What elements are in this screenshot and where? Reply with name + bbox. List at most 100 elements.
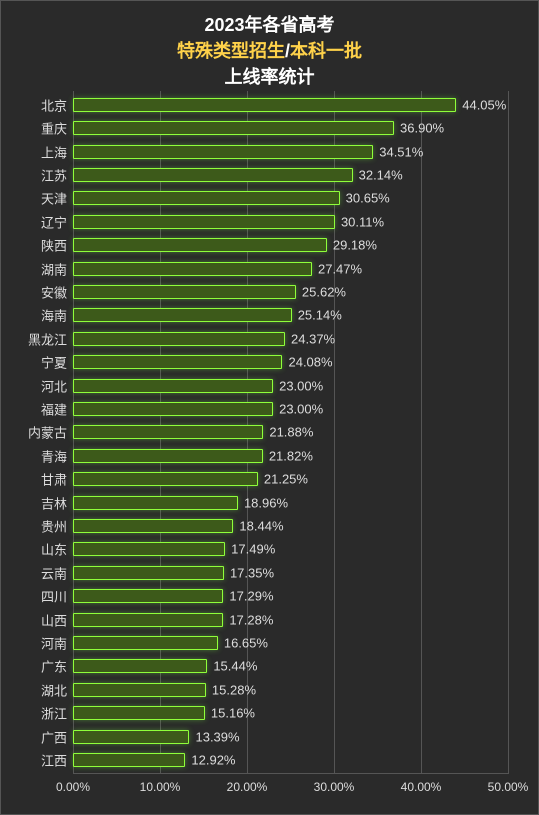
bar-row: 福建23.00% [73, 401, 508, 417]
x-tick-label: 40.00% [401, 780, 442, 794]
bar-value-label: 30.65% [340, 191, 390, 206]
bar-row: 宁夏24.08% [73, 354, 508, 370]
bar-value-label: 18.44% [233, 519, 283, 534]
bar-value-label: 17.35% [224, 565, 274, 580]
bar-value-label: 30.11% [335, 214, 384, 229]
bar-category-label: 上海 [41, 142, 73, 161]
bar [73, 191, 340, 205]
bar [73, 566, 224, 580]
bar-value-label: 12.92% [185, 753, 235, 768]
bar-category-label: 天津 [41, 189, 73, 208]
bar [73, 285, 296, 299]
bar [73, 683, 206, 697]
bar-row: 重庆36.90% [73, 120, 508, 136]
bar-value-label: 17.29% [223, 589, 273, 604]
chart-container: 2023年各省高考 特殊类型招生/本科一批 上线率统计 北京44.05%重庆36… [0, 0, 539, 815]
plot-area: 北京44.05%重庆36.90%上海34.51%江苏32.14%天津30.65%… [73, 91, 508, 774]
x-tick-label: 0.00% [56, 780, 90, 794]
bar [73, 730, 189, 744]
bar [73, 262, 312, 276]
bar-row: 山西17.28% [73, 612, 508, 628]
bar-row: 广西13.39% [73, 729, 508, 745]
bar-category-label: 安徽 [41, 282, 73, 301]
bar-row: 吉林18.96% [73, 495, 508, 511]
bar-row: 上海34.51% [73, 144, 508, 160]
bar-series: 北京44.05%重庆36.90%上海34.51%江苏32.14%天津30.65%… [73, 91, 508, 774]
bar-category-label: 云南 [41, 563, 73, 582]
bar [73, 519, 233, 533]
bar-value-label: 44.05% [456, 97, 506, 112]
bar-value-label: 25.62% [296, 284, 346, 299]
bar [73, 121, 394, 135]
bar-row: 湖北15.28% [73, 682, 508, 698]
bar-value-label: 24.37% [285, 331, 335, 346]
bar [73, 145, 373, 159]
bar-category-label: 河北 [41, 376, 73, 395]
bar-category-label: 黑龙江 [28, 329, 73, 348]
bar-value-label: 21.82% [263, 448, 313, 463]
bar-value-label: 21.88% [263, 425, 313, 440]
title-line-3: 上线率统计 [1, 63, 538, 89]
bar-category-label: 吉林 [41, 493, 73, 512]
bar-category-label: 广西 [41, 727, 73, 746]
bar-row: 辽宁30.11% [73, 214, 508, 230]
bar-value-label: 36.90% [394, 121, 444, 136]
bar-row: 北京44.05% [73, 97, 508, 113]
chart-title: 2023年各省高考 特殊类型招生/本科一批 上线率统计 [1, 1, 538, 89]
gridline [508, 91, 509, 774]
x-axis: 0.00%10.00%20.00%30.00%40.00%50.00% [73, 780, 508, 800]
bar-row: 黑龙江24.37% [73, 331, 508, 347]
bar-value-label: 15.28% [206, 682, 256, 697]
bar [73, 238, 327, 252]
bar-category-label: 北京 [41, 95, 73, 114]
bar-row: 广东15.44% [73, 658, 508, 674]
bar [73, 659, 207, 673]
bar-category-label: 重庆 [41, 119, 73, 138]
bar-value-label: 15.44% [207, 659, 257, 674]
bar-category-label: 河南 [41, 634, 73, 653]
bar [73, 425, 263, 439]
x-tick-label: 10.00% [140, 780, 181, 794]
bar-value-label: 24.08% [282, 355, 332, 370]
bar-value-label: 21.25% [258, 472, 308, 487]
title-line-1: 2023年各省高考 [1, 11, 538, 37]
bar-category-label: 山东 [41, 540, 73, 559]
bar-row: 湖南27.47% [73, 261, 508, 277]
bar-value-label: 16.65% [218, 636, 268, 651]
bar-category-label: 陕西 [41, 236, 73, 255]
bar-value-label: 15.16% [205, 706, 255, 721]
bar [73, 496, 238, 510]
bar-value-label: 25.14% [292, 308, 342, 323]
bar [73, 706, 205, 720]
bar [73, 636, 218, 650]
x-tick-label: 30.00% [314, 780, 355, 794]
bar-category-label: 辽宁 [41, 212, 73, 231]
bar-value-label: 23.00% [273, 378, 323, 393]
bar-row: 河南16.65% [73, 635, 508, 651]
bar [73, 542, 225, 556]
bar-row: 江苏32.14% [73, 167, 508, 183]
bar-category-label: 福建 [41, 399, 73, 418]
bar [73, 379, 273, 393]
bar-category-label: 山西 [41, 610, 73, 629]
bar-category-label: 贵州 [41, 517, 73, 536]
bar-category-label: 青海 [41, 446, 73, 465]
bar [73, 753, 185, 767]
bar-category-label: 湖南 [41, 259, 73, 278]
bar-category-label: 江西 [41, 751, 73, 770]
bar [73, 98, 456, 112]
bar-row: 陕西29.18% [73, 237, 508, 253]
bar-value-label: 34.51% [373, 144, 423, 159]
title-line-2: 特殊类型招生/本科一批 [1, 37, 538, 63]
bar [73, 613, 223, 627]
bar-row: 四川17.29% [73, 588, 508, 604]
bar-category-label: 海南 [41, 306, 73, 325]
bar-value-label: 17.28% [223, 612, 273, 627]
bar [73, 308, 292, 322]
title-highlight-a: 特殊类型招生 [177, 41, 285, 61]
bar-row: 山东17.49% [73, 541, 508, 557]
x-axis-line [73, 773, 508, 774]
bar [73, 332, 285, 346]
bar [73, 402, 273, 416]
bar-value-label: 32.14% [353, 167, 403, 182]
